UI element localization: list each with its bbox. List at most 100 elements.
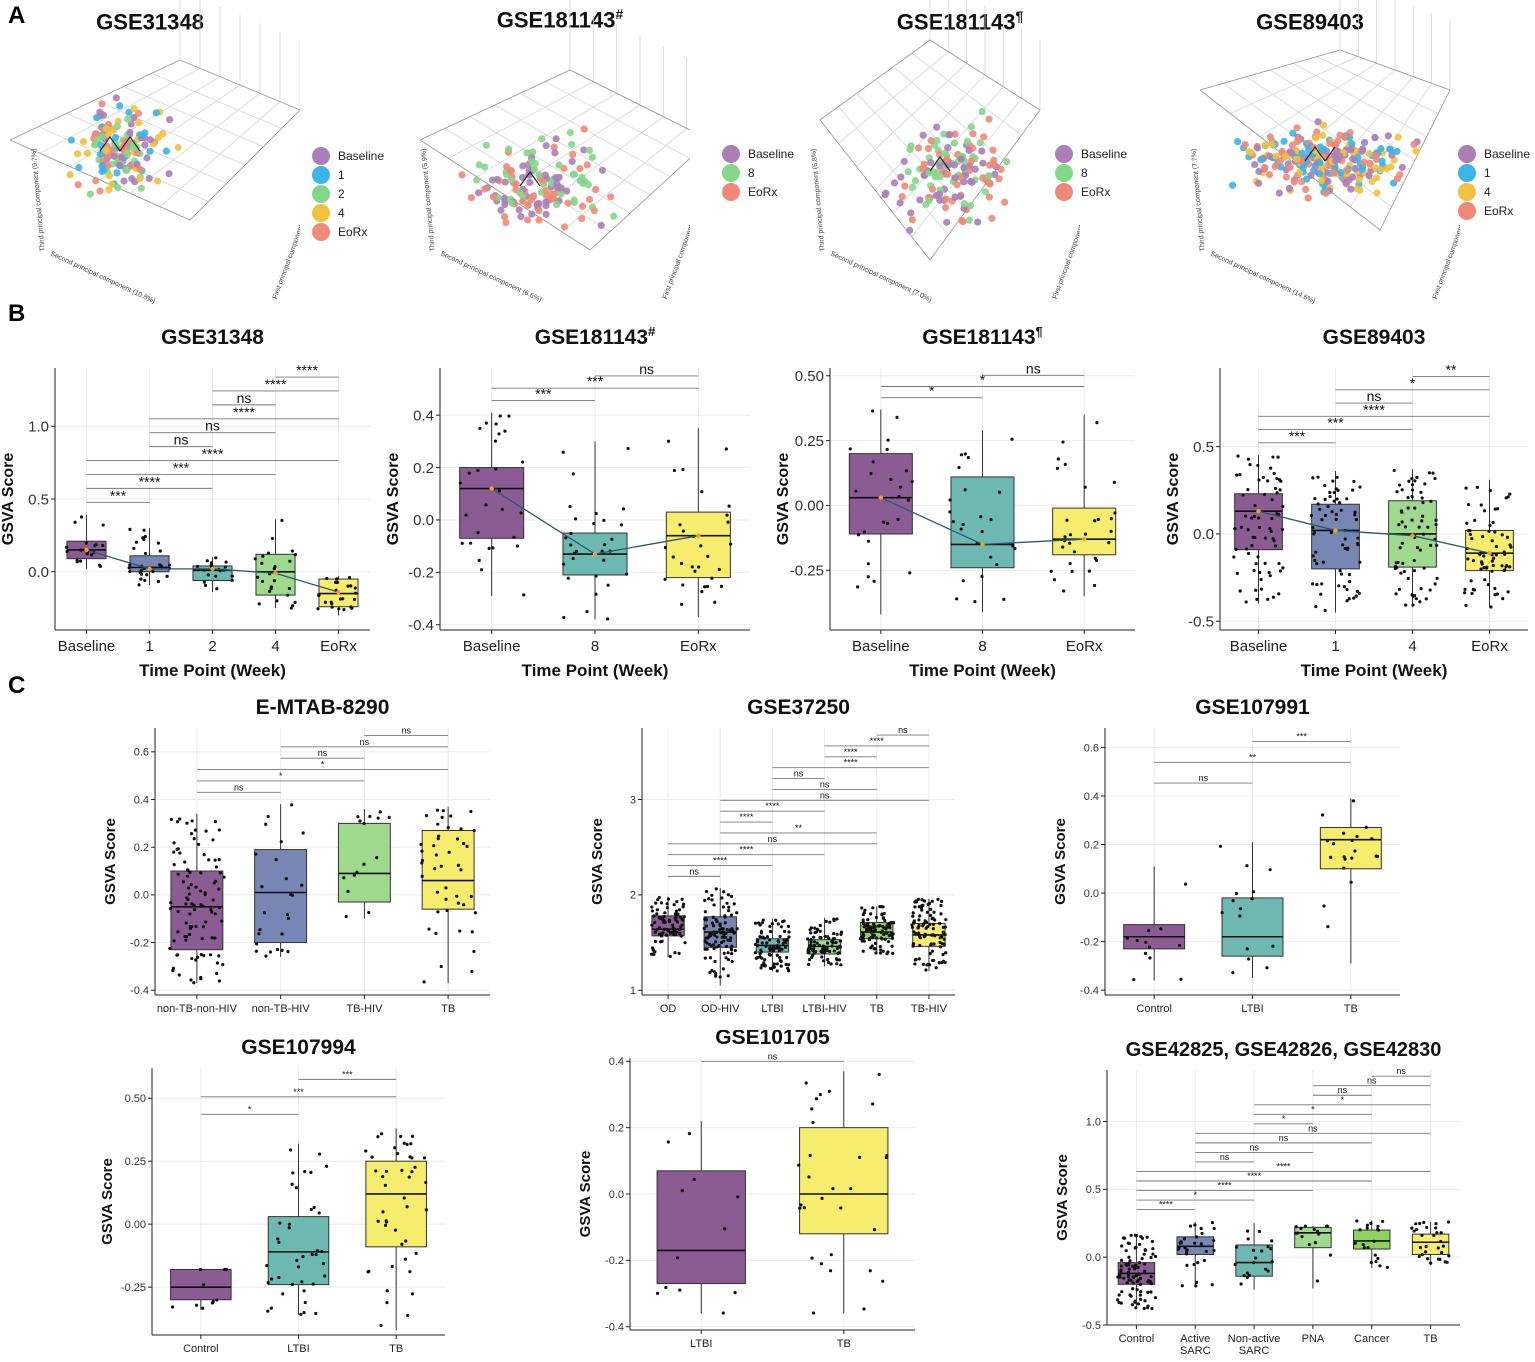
data-point <box>625 572 629 576</box>
pca-point <box>1272 152 1280 160</box>
data-point <box>883 937 887 941</box>
data-point <box>1347 572 1352 577</box>
data-point <box>897 495 901 499</box>
data-point <box>1133 1246 1137 1250</box>
pca-point <box>1298 149 1306 157</box>
data-point <box>462 841 466 846</box>
data-point <box>753 942 758 947</box>
x-tick-label: TB-HIV <box>346 1003 383 1015</box>
x-tick-label-line: LTBI <box>690 1338 712 1350</box>
data-point <box>1335 497 1339 501</box>
data-point <box>562 615 566 620</box>
data-point <box>728 928 732 932</box>
x-tick-label: EoRx <box>1471 638 1508 655</box>
pca-point <box>971 165 979 173</box>
data-point <box>1271 944 1275 948</box>
data-point <box>1508 492 1512 496</box>
pca-point <box>898 192 906 201</box>
data-point <box>863 908 867 912</box>
data-point <box>342 876 346 880</box>
data-point <box>819 1262 824 1266</box>
box-rect <box>254 849 308 944</box>
data-point <box>405 1142 409 1146</box>
data-point <box>383 1223 388 1228</box>
data-point <box>798 1206 802 1210</box>
significance-label: ns <box>1199 773 1209 783</box>
data-point <box>594 592 598 596</box>
data-point <box>1358 485 1362 489</box>
x-tick-label: non-TB-HIV <box>252 1003 311 1015</box>
data-point <box>818 936 822 940</box>
data-point <box>979 515 983 519</box>
data-point <box>561 450 565 454</box>
data-point <box>1314 550 1318 554</box>
points-0 <box>64 515 105 568</box>
pca-point <box>598 166 607 174</box>
mean-point <box>980 542 985 547</box>
pca-point <box>976 139 984 147</box>
data-point <box>411 1134 415 1138</box>
data-point <box>286 916 290 920</box>
data-point <box>775 969 779 973</box>
data-point <box>904 469 908 473</box>
pca-title: GSE31348 <box>96 9 204 35</box>
pca-point <box>105 172 113 180</box>
data-point <box>264 954 268 958</box>
y-tick-label: 0.4 <box>1084 791 1099 803</box>
data-point <box>79 548 83 552</box>
data-point <box>447 850 451 854</box>
data-point <box>367 910 371 915</box>
mean-point <box>336 589 341 595</box>
legend-label: EoRx <box>338 224 368 239</box>
pca-point <box>564 199 572 207</box>
box-2 <box>755 918 790 972</box>
data-point <box>725 901 729 905</box>
points-3 <box>253 518 298 610</box>
data-point <box>335 577 339 581</box>
data-point <box>291 604 295 608</box>
data-point <box>1441 1244 1445 1248</box>
data-point <box>349 605 353 609</box>
box-5 <box>1411 1221 1450 1266</box>
y-tick-label: 0.6 <box>134 747 149 759</box>
chart-title: GSE107991 <box>1195 696 1310 719</box>
data-point <box>1065 518 1069 522</box>
data-point <box>1212 1238 1216 1243</box>
data-point <box>290 803 294 807</box>
data-point <box>758 935 762 939</box>
data-point <box>829 962 833 966</box>
points-0 <box>655 1132 740 1315</box>
data-point <box>872 922 876 927</box>
data-point <box>1193 1241 1197 1245</box>
data-point <box>1232 555 1236 559</box>
data-point <box>1070 569 1074 573</box>
data-point <box>323 600 328 604</box>
data-point <box>356 815 360 819</box>
significance-label: ns <box>768 834 778 844</box>
data-point <box>269 1306 273 1310</box>
significance-bracket: **** <box>668 856 773 866</box>
legend-item: 8 <box>722 163 794 182</box>
data-point <box>202 1283 206 1287</box>
data-point <box>1257 1229 1262 1234</box>
data-point <box>1463 587 1467 591</box>
data-point <box>370 1155 374 1159</box>
y-tick-label: 0.50 <box>125 1093 146 1105</box>
legend-item: Baseline <box>722 144 794 163</box>
data-point <box>1134 1306 1138 1310</box>
y-tick-label: -0.4 <box>605 1322 624 1334</box>
data-point <box>1250 897 1254 901</box>
data-point <box>1365 1223 1370 1227</box>
data-point <box>1343 857 1347 861</box>
pca-point <box>960 200 968 208</box>
data-point <box>763 963 767 968</box>
pca-point <box>607 193 615 201</box>
data-point <box>916 897 921 901</box>
significance-bracket: *** <box>200 1087 397 1098</box>
data-point <box>834 941 838 945</box>
data-point <box>1259 587 1264 591</box>
data-point <box>671 923 675 927</box>
y-tick-label: 0.2 <box>134 842 149 854</box>
data-point <box>917 931 921 935</box>
data-point <box>871 409 875 413</box>
